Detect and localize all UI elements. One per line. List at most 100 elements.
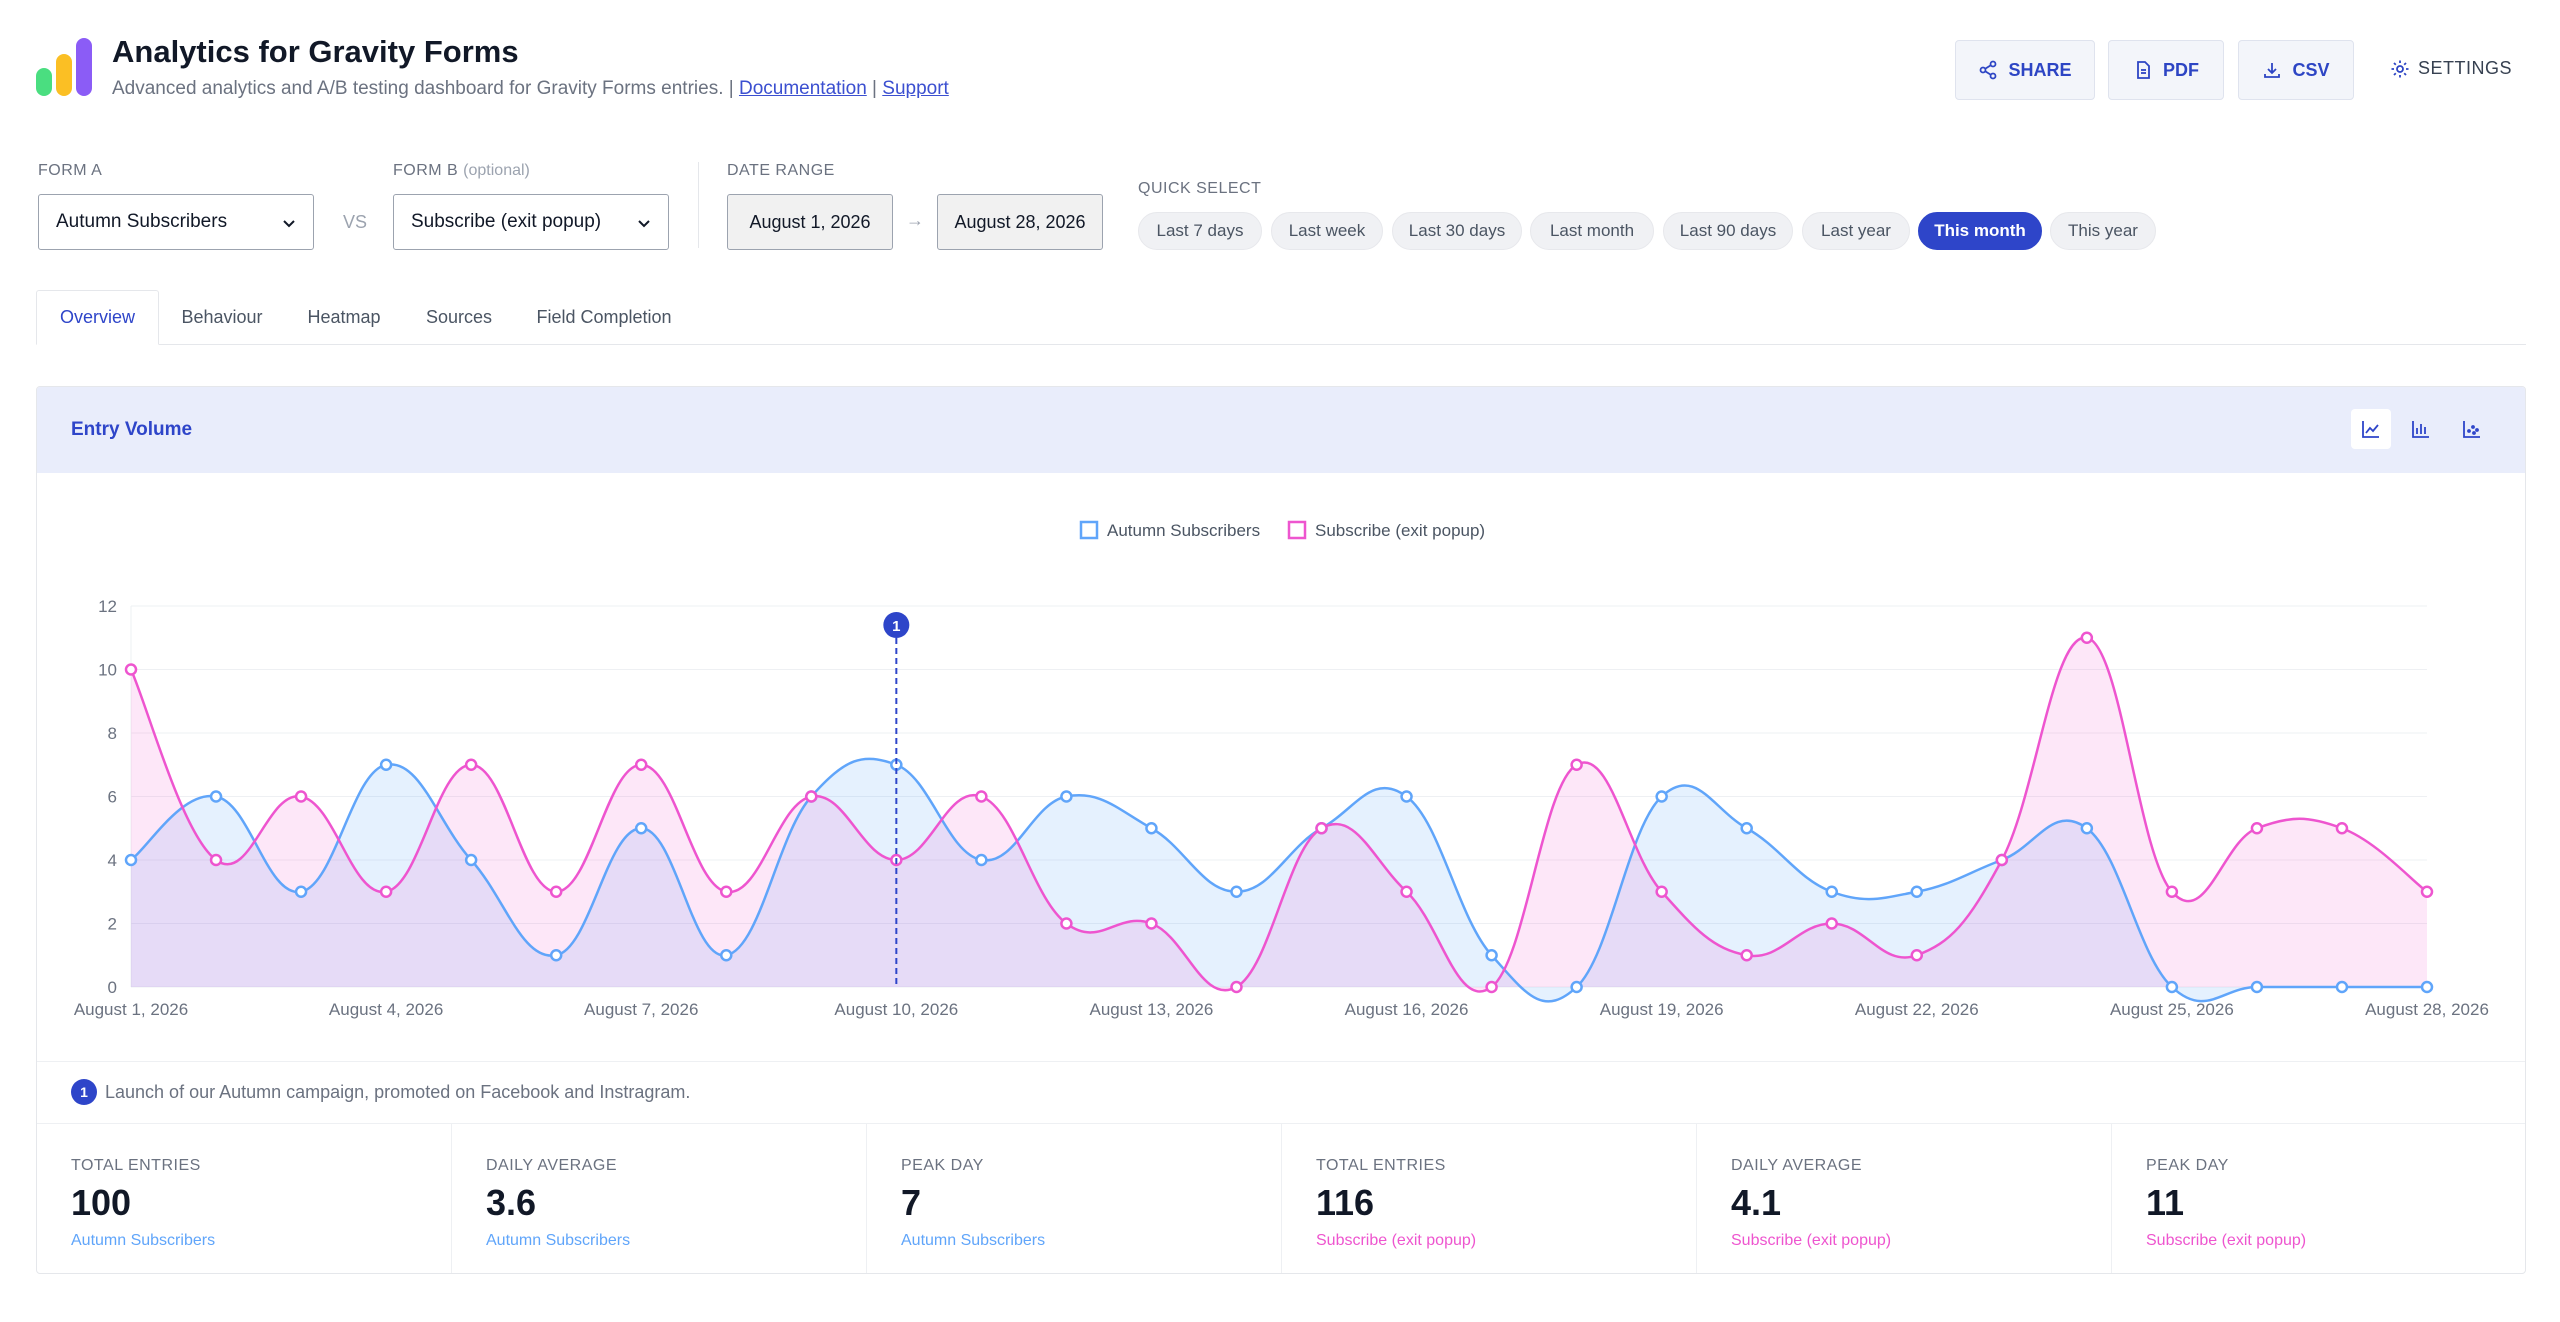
line-chart-toggle[interactable] (2351, 409, 2391, 449)
data-point (1825, 917, 1838, 930)
data-point (2250, 822, 2264, 835)
y-tick-label: 8 (108, 724, 117, 743)
data-point (975, 853, 988, 867)
annotation-badge: 1 (71, 1079, 97, 1105)
tab-sources[interactable]: Sources (425, 307, 493, 327)
vs-label: VS (343, 212, 368, 232)
data-point (379, 758, 393, 771)
entry-volume-panel: Entry Volume 0 2 4 6 8 10 12 August 1, 2026 Augu… (36, 386, 2526, 1274)
quick-last-month[interactable]: Last month (1530, 212, 1654, 250)
data-point (1485, 949, 1498, 962)
data-point (1145, 822, 1158, 835)
data-point (1315, 822, 1328, 835)
y-tick-label: 2 (108, 915, 117, 934)
form-b-label: FORM B (optional) (393, 162, 530, 179)
scatter-chart-icon (2463, 421, 2480, 438)
chevron-down-icon (638, 220, 650, 228)
stat-peak-day-a: PEAK DAY 7 Autumn Subscribers (867, 1124, 1282, 1273)
y-tick-label: 12 (98, 597, 117, 616)
data-point (124, 853, 138, 867)
legend-label: Subscribe (exit popup) (1315, 521, 1485, 540)
bar-chart-icon (2412, 421, 2429, 438)
legend-swatch (1287, 520, 1307, 540)
document-icon (2137, 61, 2150, 79)
quick-last-week[interactable]: Last week (1271, 212, 1383, 250)
legend-label: Autumn Subscribers (1107, 521, 1260, 540)
quick-select-label: QUICK SELECT (1138, 180, 1262, 197)
data-point (2165, 980, 2179, 994)
app-subtitle: Advanced analytics and A/B testing dashb… (112, 78, 949, 99)
form-a-select[interactable]: Autumn Subscribers (38, 194, 314, 250)
x-tick-label: August 10, 2026 (834, 1000, 958, 1019)
series-line (129, 636, 2428, 993)
data-point (2420, 980, 2434, 994)
scatter-chart-toggle[interactable] (2452, 409, 2492, 449)
data-point (1910, 949, 1924, 962)
data-point (1910, 885, 1924, 898)
data-point (1400, 885, 1413, 898)
stat-total-entries-a: TOTAL ENTRIES 100 Autumn Subscribers (37, 1124, 452, 1273)
panel-header: Entry Volume (37, 387, 2525, 473)
data-point (1570, 758, 1583, 771)
quick-this-month[interactable]: This month (1918, 212, 2042, 250)
documentation-link[interactable]: Documentation (738, 78, 867, 99)
data-point (294, 790, 308, 803)
data-point (1400, 790, 1413, 803)
settings-button[interactable]: SETTINGS (2390, 58, 2512, 79)
tab-field-completion[interactable]: Field Completion (536, 307, 672, 327)
tab-heatmap[interactable]: Heatmap (307, 307, 381, 327)
data-point (1230, 885, 1243, 898)
support-link[interactable]: Support (882, 78, 949, 99)
share-icon (1980, 60, 1997, 80)
y-tick-label: 4 (108, 851, 117, 870)
legend-swatch (1079, 520, 1099, 540)
pdf-button[interactable]: PDF (2108, 40, 2224, 100)
data-point (209, 790, 223, 803)
quick-last-7-days[interactable]: Last 7 days (1138, 212, 1262, 250)
csv-button[interactable]: CSV (2238, 40, 2354, 100)
download-icon (2264, 63, 2281, 78)
data-point (2080, 631, 2094, 644)
data-point (1995, 853, 2009, 867)
data-point (1740, 822, 1753, 835)
series-area (131, 637, 2427, 992)
y-tick-label: 10 (98, 661, 117, 680)
annotation-marker (883, 612, 910, 638)
data-point (2335, 822, 2349, 835)
quick-last-90-days[interactable]: Last 90 days (1663, 212, 1793, 250)
date-to-input[interactable]: August 28, 2026 (937, 194, 1103, 250)
date-range-label: DATE RANGE (727, 162, 835, 179)
stat-daily-average-b: DAILY AVERAGE 4.1 Subscribe (exit popup) (1697, 1124, 2112, 1273)
data-point (2420, 885, 2434, 898)
quick-last-30-days[interactable]: Last 30 days (1392, 212, 1522, 250)
tabs-divider (36, 344, 2526, 345)
data-point (634, 822, 648, 835)
annotation-note: 1 Launch of our Autumn campaign, promote… (71, 1079, 690, 1105)
data-point (720, 949, 733, 962)
quick-last-year[interactable]: Last year (1802, 212, 1910, 250)
app-title: Analytics for Gravity Forms (112, 34, 519, 69)
data-point (1825, 885, 1838, 898)
data-point (2250, 980, 2264, 994)
stat-total-entries-b: TOTAL ENTRIES 116 Subscribe (exit popup) (1282, 1124, 1697, 1273)
y-tick-label: 0 (108, 978, 117, 997)
annotation-marker-label: 1 (892, 618, 900, 635)
stat-daily-average-a: DAILY AVERAGE 3.6 Autumn Subscribers (452, 1124, 867, 1273)
form-b-select[interactable]: Subscribe (exit popup) (393, 194, 669, 250)
tab-behaviour[interactable]: Behaviour (181, 307, 263, 327)
quick-this-year[interactable]: This year (2050, 212, 2156, 250)
data-point (1570, 980, 1583, 994)
x-tick-label: August 7, 2026 (584, 1000, 698, 1019)
data-point (1145, 917, 1158, 930)
x-tick-label: August 1, 2026 (74, 1000, 188, 1019)
x-tick-label: August 13, 2026 (1090, 1000, 1214, 1019)
bar-chart-toggle[interactable] (2401, 409, 2441, 449)
data-point (1060, 790, 1073, 803)
share-button[interactable]: SHARE (1955, 40, 2095, 100)
x-tick-label: August 16, 2026 (1345, 1000, 1469, 1019)
date-from-input[interactable]: August 1, 2026 (727, 194, 893, 250)
panel-title: Entry Volume (71, 419, 193, 440)
tab-overview[interactable]: Overview (36, 290, 159, 345)
data-point (294, 885, 308, 898)
data-point (1230, 980, 1243, 994)
